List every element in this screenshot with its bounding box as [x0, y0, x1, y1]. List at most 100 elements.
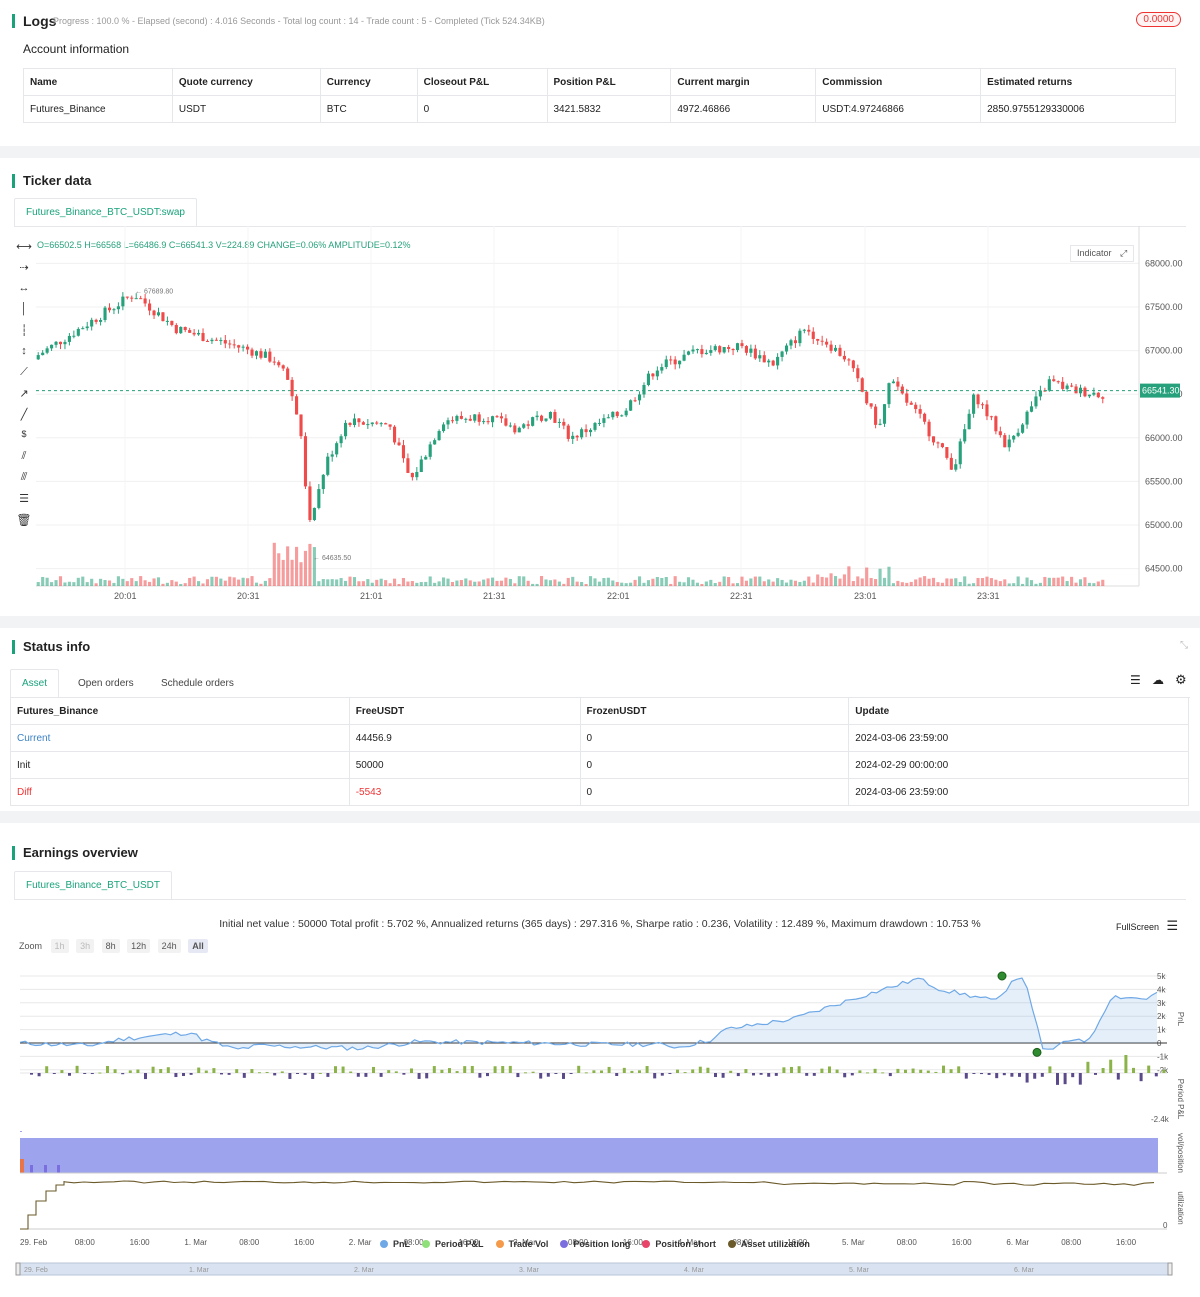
candle-body	[580, 429, 584, 438]
cloud-download-icon[interactable]: ☁	[1152, 673, 1164, 687]
list-view-icon[interactable]: ☰	[1130, 673, 1141, 687]
vertical-line-icon[interactable]: │	[20, 303, 28, 315]
settings-icon[interactable]: ⚙	[1175, 672, 1187, 687]
candle-body	[642, 384, 646, 395]
candle-body	[174, 324, 178, 334]
volume-bar	[557, 581, 561, 586]
candle-body	[205, 340, 210, 342]
candlestick-chart[interactable]: 68000.0067500.0067000.0066500.0066000.00…	[0, 158, 1200, 616]
x-tick-label: 2. Mar	[349, 1238, 372, 1247]
period-bar	[790, 1066, 793, 1073]
x-tick-label: 08:00	[75, 1238, 96, 1247]
collapse-icon[interactable]: ⤡	[1180, 640, 1188, 651]
candle-body	[152, 310, 156, 316]
candle-body	[557, 421, 561, 423]
navigator-tick-label: 29. Feb	[24, 1267, 48, 1274]
x-tick-label: 23:31	[977, 591, 1000, 601]
candle-body	[419, 459, 423, 472]
volume-bar	[887, 566, 891, 586]
vertical-segment-icon[interactable]: ┆	[20, 325, 28, 337]
candle-body	[660, 367, 664, 371]
horizontal-line-icon[interactable]: ⟷	[16, 241, 32, 253]
legend-item[interactable]: Trade Vol	[495, 1239, 548, 1249]
tab-earnings-symbol[interactable]: Futures_Binance_BTC_USDT	[14, 871, 172, 899]
x-tick-label: 4. Mar	[678, 1238, 701, 1247]
fullscreen-button[interactable]: FullScreen ☰	[1116, 918, 1178, 934]
volume-bar	[669, 583, 673, 586]
candle-body	[112, 309, 116, 311]
trend-line-icon[interactable]: ⟋	[20, 366, 28, 378]
legend-item[interactable]: Position short	[642, 1239, 716, 1249]
zoom-1h[interactable]: 1h	[50, 939, 69, 953]
price-channel-icon[interactable]: ⫻	[20, 471, 28, 483]
fullscreen-label: FullScreen	[1116, 922, 1160, 932]
volume-bar	[286, 546, 290, 586]
legend-item[interactable]: Asset utilization	[727, 1239, 810, 1249]
candle-body	[571, 435, 575, 439]
volume-bar	[125, 581, 129, 586]
fibonacci-icon[interactable]: ☰	[19, 493, 29, 505]
candle-body	[784, 345, 789, 352]
period-bar	[1086, 1061, 1090, 1073]
period-bar	[106, 1065, 109, 1073]
price-line-icon[interactable]: $	[21, 429, 27, 439]
tab-asset[interactable]: Asset	[10, 669, 60, 697]
volume-bar	[597, 581, 602, 586]
trash-icon[interactable]: 🗑	[16, 513, 32, 527]
ray-line-icon[interactable]: ↗	[19, 388, 29, 400]
candle-body	[896, 381, 900, 387]
volume-bar	[940, 582, 944, 586]
horizontal-ray-icon[interactable]: ⇢	[19, 262, 29, 274]
candle-body	[263, 351, 267, 358]
candle-body	[379, 423, 383, 425]
legend-item[interactable]: Position long	[560, 1239, 630, 1249]
candle-body	[179, 326, 183, 334]
period-bar	[189, 1073, 193, 1075]
legend-item[interactable]: PnL	[380, 1239, 410, 1249]
trade-vol-bar	[57, 1165, 60, 1173]
candle-body	[700, 349, 704, 355]
zoom-24h[interactable]: 24h	[157, 939, 181, 953]
volume-bar	[847, 566, 851, 586]
period-bar	[524, 1072, 527, 1074]
candle-body	[134, 298, 138, 300]
volume-bar	[611, 580, 615, 586]
candle-body	[410, 472, 414, 478]
candle-body	[1087, 394, 1091, 397]
x-tick-label: 16:00	[458, 1238, 479, 1247]
period-bar	[850, 1073, 854, 1076]
candle-body	[321, 474, 325, 490]
volume-bar	[1043, 576, 1047, 586]
zoom-8h[interactable]: 8h	[101, 939, 120, 953]
parallel-channel-icon[interactable]: ⫽	[21, 450, 27, 462]
period-bar	[531, 1071, 535, 1073]
volume-bar	[767, 579, 771, 586]
segment-icon[interactable]: ╱	[20, 409, 28, 421]
volume-bar	[237, 579, 241, 586]
period-bar	[402, 1073, 406, 1075]
period-bar	[501, 1066, 505, 1073]
period-bar	[182, 1073, 185, 1077]
tab-ticker-symbol[interactable]: Futures_Binance_BTC_USDT:swap	[14, 198, 197, 226]
vertical-ray-icon[interactable]: ↕	[21, 345, 27, 357]
extended-line-icon[interactable]: ↔	[18, 282, 30, 294]
candle-body	[833, 347, 838, 351]
table-cell: 2024-03-06 23:59:00	[848, 724, 1189, 752]
period-bar	[448, 1068, 451, 1073]
legend-item[interactable]: Period P&L	[422, 1239, 484, 1249]
tab-schedule-orders[interactable]: Schedule orders	[149, 669, 246, 697]
period-bar	[250, 1069, 254, 1073]
candle-body	[424, 456, 428, 460]
volume-bar	[539, 576, 544, 586]
table-cell: USDT	[171, 95, 321, 123]
tab-open-orders[interactable]: Open orders	[66, 669, 146, 697]
indicator-button[interactable]: Indicator ⤢	[1070, 245, 1135, 262]
volume-bar	[713, 583, 717, 586]
candle-body	[281, 365, 285, 369]
period-bar	[174, 1073, 178, 1078]
earnings-panel: Earnings overview Futures_Binance_BTC_US…	[0, 823, 1200, 1297]
zoom-all[interactable]: All	[188, 939, 208, 953]
zoom-12h[interactable]: 12h	[127, 939, 151, 953]
zoom-3h[interactable]: 3h	[76, 939, 95, 953]
